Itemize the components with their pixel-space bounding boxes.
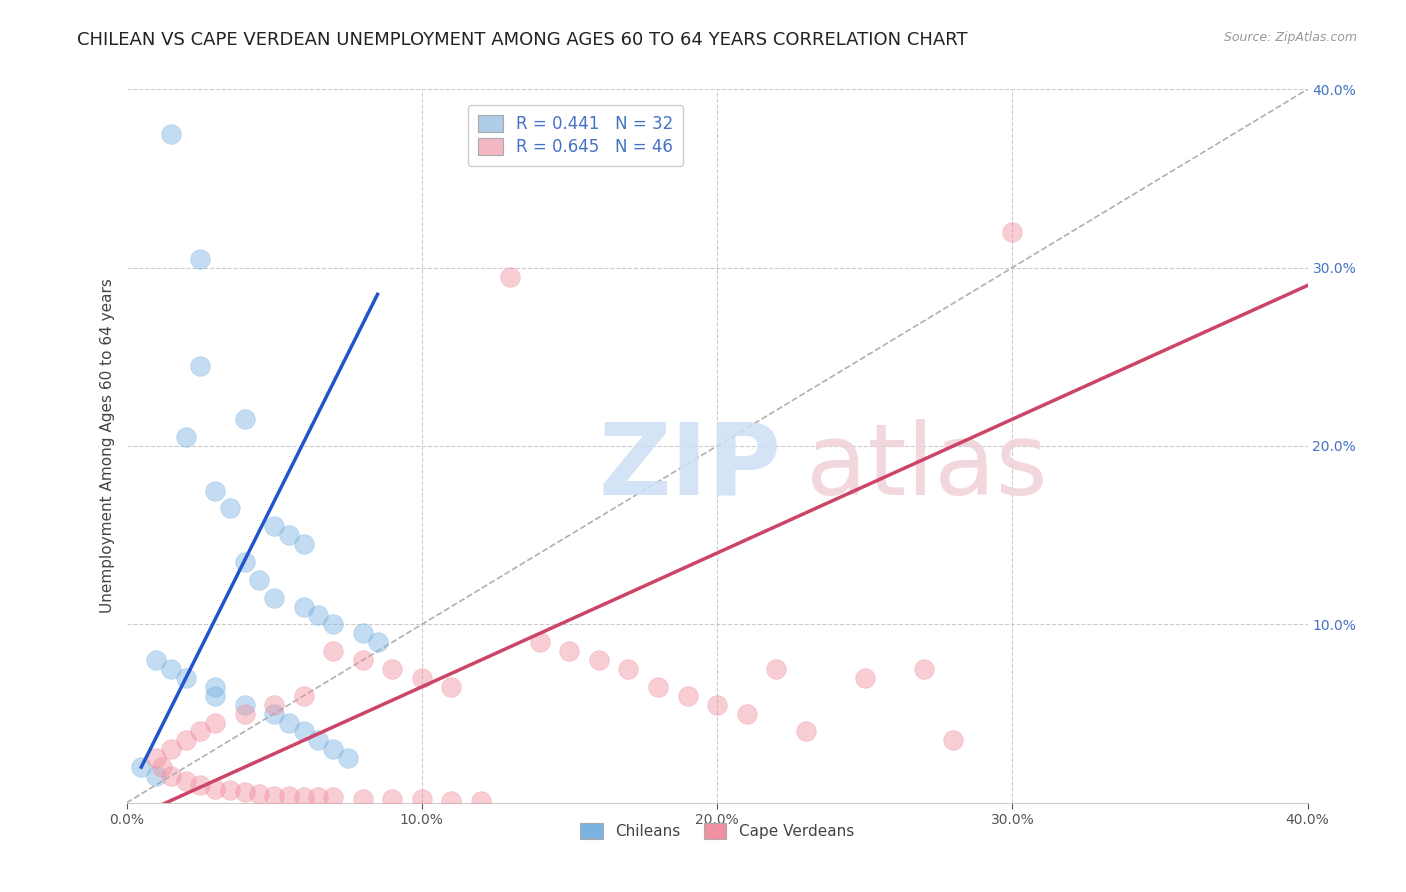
Point bbox=[411, 792, 433, 806]
Point bbox=[233, 706, 256, 721]
Point bbox=[337, 751, 360, 765]
Y-axis label: Unemployment Among Ages 60 to 64 years: Unemployment Among Ages 60 to 64 years bbox=[100, 278, 115, 614]
Point bbox=[174, 671, 197, 685]
Point bbox=[292, 724, 315, 739]
Point bbox=[470, 794, 492, 808]
Point bbox=[263, 591, 285, 605]
Point bbox=[174, 430, 197, 444]
Text: Source: ZipAtlas.com: Source: ZipAtlas.com bbox=[1223, 31, 1357, 45]
Point bbox=[322, 617, 344, 632]
Point bbox=[352, 626, 374, 640]
Point bbox=[263, 698, 285, 712]
Point bbox=[308, 790, 330, 805]
Point bbox=[233, 412, 256, 426]
Text: atlas: atlas bbox=[806, 419, 1047, 516]
Point bbox=[765, 662, 787, 676]
Point bbox=[1001, 225, 1024, 239]
Point bbox=[204, 680, 226, 694]
Point bbox=[249, 573, 271, 587]
Point bbox=[233, 555, 256, 569]
Point bbox=[588, 653, 610, 667]
Point bbox=[219, 783, 242, 797]
Point bbox=[188, 252, 212, 266]
Point bbox=[322, 644, 344, 658]
Point bbox=[322, 742, 344, 756]
Point bbox=[129, 760, 153, 774]
Point bbox=[381, 792, 404, 806]
Point bbox=[735, 706, 758, 721]
Point bbox=[292, 790, 315, 805]
Point bbox=[263, 706, 285, 721]
Point bbox=[647, 680, 669, 694]
Point bbox=[278, 715, 301, 730]
Point bbox=[617, 662, 640, 676]
Point bbox=[174, 774, 197, 789]
Point bbox=[853, 671, 876, 685]
Point bbox=[352, 653, 374, 667]
Point bbox=[174, 733, 197, 747]
Point bbox=[233, 785, 256, 799]
Point bbox=[219, 501, 242, 516]
Point bbox=[440, 794, 463, 808]
Point bbox=[352, 792, 374, 806]
Point bbox=[204, 715, 226, 730]
Point bbox=[278, 528, 301, 542]
Point bbox=[942, 733, 965, 747]
Point bbox=[160, 662, 183, 676]
Point bbox=[145, 769, 167, 783]
Point bbox=[204, 483, 226, 498]
Point bbox=[676, 689, 699, 703]
Point bbox=[233, 698, 256, 712]
Point bbox=[706, 698, 728, 712]
Point bbox=[160, 127, 183, 141]
Point bbox=[160, 769, 183, 783]
Point bbox=[188, 359, 212, 373]
Legend: Chileans, Cape Verdeans: Chileans, Cape Verdeans bbox=[574, 817, 860, 845]
Point bbox=[204, 689, 226, 703]
Point bbox=[558, 644, 581, 658]
Point bbox=[188, 778, 212, 792]
Point bbox=[367, 635, 389, 649]
Point bbox=[145, 751, 167, 765]
Point bbox=[411, 671, 433, 685]
Point bbox=[204, 781, 226, 796]
Point bbox=[499, 269, 522, 284]
Point bbox=[263, 519, 285, 533]
Point bbox=[440, 680, 463, 694]
Point bbox=[912, 662, 935, 676]
Point bbox=[150, 760, 173, 774]
Point bbox=[145, 653, 167, 667]
Text: ZIP: ZIP bbox=[599, 419, 782, 516]
Point bbox=[188, 724, 212, 739]
Point bbox=[308, 608, 330, 623]
Point bbox=[794, 724, 817, 739]
Point bbox=[322, 790, 344, 805]
Point bbox=[278, 789, 301, 803]
Point bbox=[292, 599, 315, 614]
Point bbox=[160, 742, 183, 756]
Point bbox=[292, 689, 315, 703]
Point bbox=[292, 537, 315, 551]
Text: CHILEAN VS CAPE VERDEAN UNEMPLOYMENT AMONG AGES 60 TO 64 YEARS CORRELATION CHART: CHILEAN VS CAPE VERDEAN UNEMPLOYMENT AMO… bbox=[77, 31, 967, 49]
Point bbox=[381, 662, 404, 676]
Point bbox=[308, 733, 330, 747]
Point bbox=[249, 787, 271, 801]
Point bbox=[263, 789, 285, 803]
Point bbox=[529, 635, 551, 649]
